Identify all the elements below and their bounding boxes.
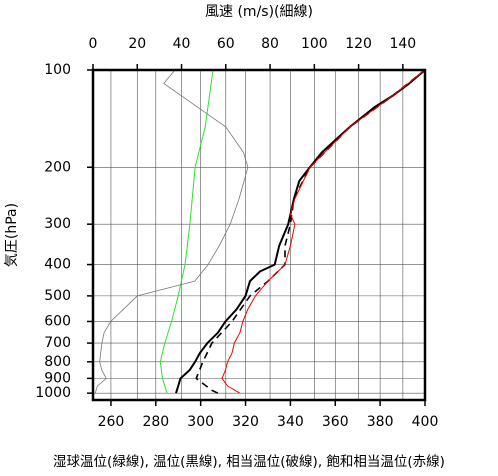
x-tick-label: 280 (142, 414, 169, 430)
y-tick-label: 1000 (35, 385, 71, 401)
x-tick-label: 300 (187, 414, 214, 430)
x-axis-label: 湿球温位(緑線), 温位(黒線), 相当温位(破線), 飽和相当温位(赤線) (53, 454, 445, 470)
x-tick-label: 260 (98, 414, 125, 430)
x2-tick-label: 120 (345, 36, 372, 52)
x-tick-label: 400 (412, 414, 439, 430)
x-tick-label: 360 (322, 414, 349, 430)
plot-frame (91, 68, 427, 402)
x2-tick-label: 40 (173, 36, 191, 52)
x2-tick-label: 20 (128, 36, 146, 52)
x2-tick-label: 0 (89, 36, 98, 52)
y-tick-label: 100 (44, 62, 71, 78)
profile-line (221, 69, 426, 394)
x2-tick-label: 100 (301, 36, 328, 52)
y-axis-label: 気圧(hPa) (4, 203, 20, 267)
x-tick-label: 380 (367, 414, 394, 430)
y-tick-label: 800 (44, 354, 71, 370)
y-tick-label: 600 (44, 313, 71, 329)
y-tick-label: 400 (44, 257, 71, 273)
profile-line (195, 69, 426, 394)
y-tick-label: 500 (44, 288, 71, 304)
y-tick-label: 200 (44, 159, 71, 175)
y-tick-label: 300 (44, 216, 71, 232)
profile-line (159, 69, 214, 394)
profile-line (94, 69, 249, 394)
x-tick-label: 340 (277, 414, 304, 430)
x2-tick-label: 60 (217, 36, 235, 52)
y-tick-label: 900 (44, 370, 71, 386)
x2-tick-label: 140 (389, 36, 416, 52)
y-tick-label: 700 (44, 335, 71, 351)
x2-tick-label: 80 (261, 36, 279, 52)
x-tick-label: 320 (232, 414, 259, 430)
chart-title: 風速 (m/s)(細線) (205, 4, 313, 20)
